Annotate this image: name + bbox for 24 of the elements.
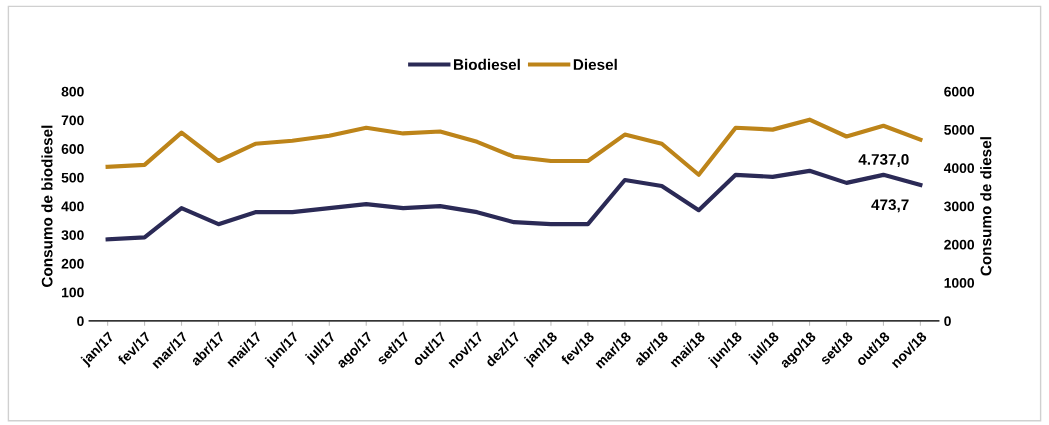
y2-tick-label: 1000 <box>944 277 975 288</box>
y-tick-label: 600 <box>61 144 84 154</box>
y-tick-label: 700 <box>61 115 84 126</box>
y-tick-label: 100 <box>62 287 84 298</box>
line-series <box>105 168 923 242</box>
y2-tick-label: 3000 <box>944 201 975 212</box>
y2-tick-label: 2000 <box>944 239 975 250</box>
y-tick-label: 500 <box>61 172 84 183</box>
y2-tick-label: 6000 <box>944 86 975 97</box>
data-label: 4.737,0 <box>858 153 909 168</box>
y2-tick-label: 4000 <box>943 163 975 174</box>
y-tick-label: 0 <box>77 316 84 327</box>
y2-axis-title: Consumo de diesel <box>980 137 992 276</box>
legend-label: Diesel <box>573 58 617 71</box>
y2-tick-label: 5000 <box>944 124 975 135</box>
y-tick-label: 800 <box>61 86 84 97</box>
line-series <box>105 117 923 177</box>
data-label: 473,7 <box>871 199 909 213</box>
y-tick-label: 300 <box>61 230 84 240</box>
legend-label: Biodiesel <box>453 58 520 71</box>
y2-tick-label: 0 <box>944 316 951 327</box>
y-tick-label: 400 <box>61 201 84 212</box>
y-tick-label: 200 <box>61 258 84 269</box>
y-axis-title: Consumo de biodiesel <box>41 125 53 287</box>
